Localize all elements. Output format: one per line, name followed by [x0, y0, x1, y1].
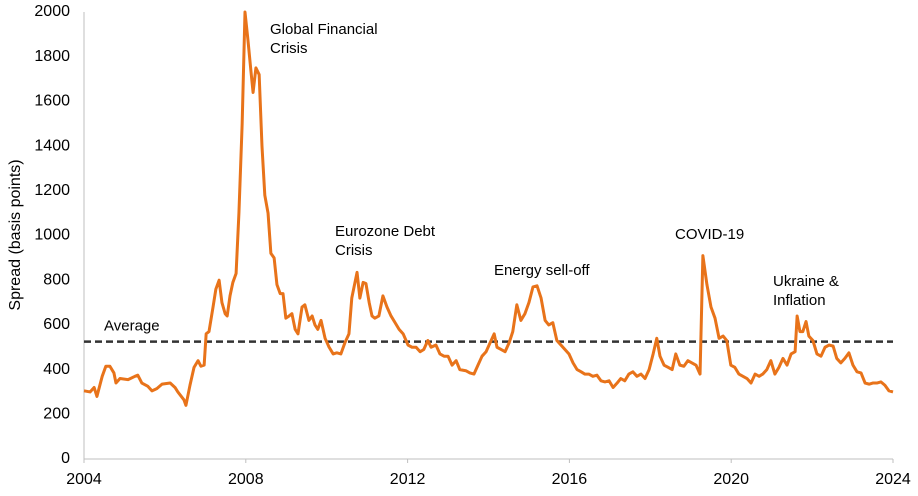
y-tick-label: 2000	[34, 3, 70, 20]
annotation: Crisis	[270, 40, 308, 57]
y-axis-title: Spread (basis points)	[7, 159, 24, 310]
y-tick-label: 200	[43, 406, 70, 423]
y-tick-label: 400	[43, 361, 70, 378]
x-tick-label: 2016	[552, 471, 588, 488]
annotation: COVID-19	[675, 226, 744, 243]
x-tick-label: 2024	[875, 471, 911, 488]
average-label: Average	[104, 318, 160, 335]
x-tick-label: 2008	[228, 471, 264, 488]
y-tick-label: 0	[61, 450, 70, 467]
x-tick-label: 2012	[390, 471, 426, 488]
annotation: Ukraine &	[773, 273, 839, 290]
y-tick-label: 1200	[34, 182, 70, 199]
series-line	[83, 10, 894, 407]
y-tick-label: 1600	[34, 93, 70, 110]
y-tick-label: 1800	[34, 48, 70, 65]
y-tick-label: 1400	[34, 137, 70, 154]
annotation: Inflation	[773, 292, 826, 309]
y-tick-label: 800	[43, 271, 70, 288]
annotation: Energy sell-off	[494, 262, 590, 279]
x-tick-label: 2020	[713, 471, 749, 488]
x-tick-label: 2004	[66, 471, 102, 488]
annotation: Eurozone Debt	[335, 223, 436, 240]
y-tick-label: 1000	[34, 227, 70, 244]
y-tick-label: 600	[43, 316, 70, 333]
annotation: Crisis	[335, 242, 373, 259]
annotation: Global Financial	[270, 21, 378, 38]
